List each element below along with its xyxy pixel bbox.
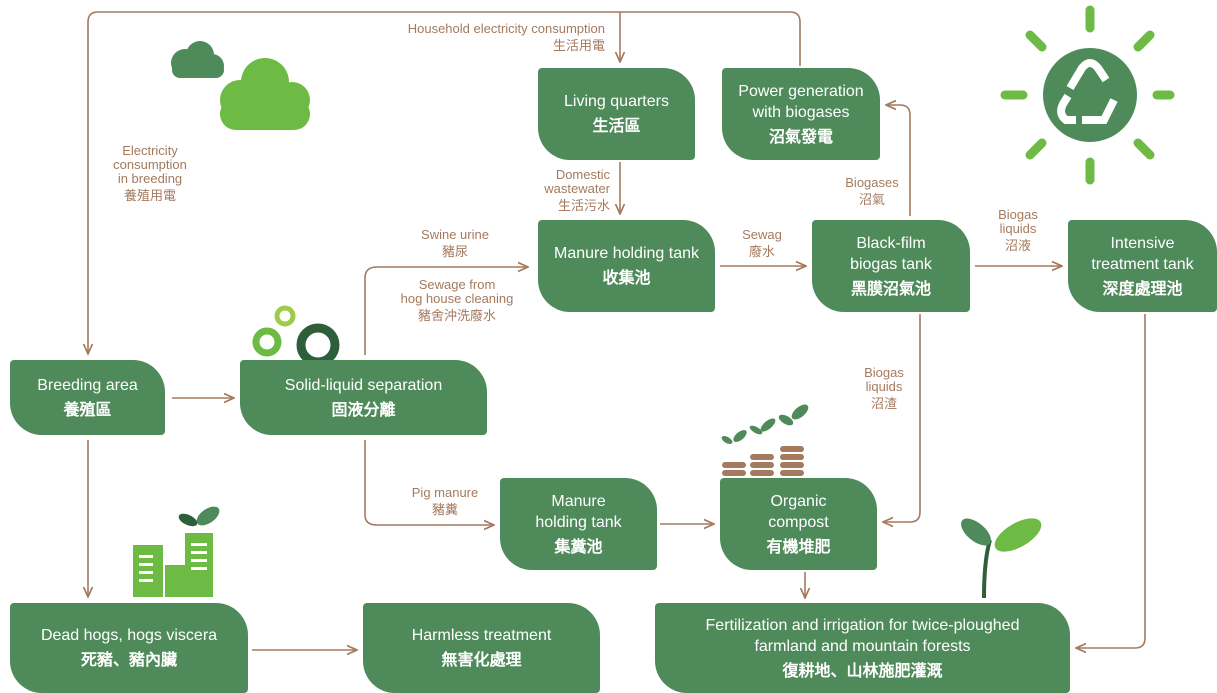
node: Solid-liquid separation 固液分離 — [240, 360, 487, 435]
node-label: Power generation — [738, 82, 864, 100]
arrow — [883, 314, 921, 522]
recycle-icon — [1000, 5, 1175, 185]
edge-label-zh: 豬尿 — [441, 244, 468, 259]
node: Living quarters 生活區 — [538, 68, 695, 160]
node-label: Breeding area — [37, 376, 138, 394]
node-label: holding tank — [535, 513, 622, 531]
edge-label-text: Sewage from — [418, 277, 496, 292]
node-label: Solid-liquid separation — [284, 376, 443, 394]
edge-label-text: Sewag — [742, 227, 782, 242]
building-icon — [133, 506, 220, 597]
edge-label: Household electricity consumption 生活用電 — [408, 22, 605, 53]
node: Fertilization and irrigation for twice-p… — [655, 603, 1070, 693]
edge-label: Biogas liquids 沼渣 — [864, 366, 904, 411]
node-label: compost — [768, 513, 829, 531]
edge-label-text: Swine urine — [421, 227, 489, 242]
node-label: Intensive — [1110, 234, 1175, 252]
edge-label-text: hog house cleaning — [400, 291, 514, 306]
node-label-zh: 黑膜沼氣池 — [850, 280, 931, 298]
node: Organic compost 有機堆肥 — [720, 478, 877, 570]
node: Power generation with biogases 沼氣發電 — [722, 68, 880, 160]
edge-label: Pig manure 豬糞 — [412, 486, 478, 517]
node-label-zh: 收集池 — [602, 270, 651, 287]
arrow — [1076, 314, 1146, 648]
node-label-zh: 集糞池 — [554, 538, 603, 556]
edge-label-zh: 養殖用電 — [123, 188, 176, 203]
edge-label-text: Household electricity consumption — [407, 21, 605, 36]
node-label-zh: 死豬、豬內臟 — [80, 652, 177, 669]
node-label-zh: 無害化處理 — [441, 652, 522, 669]
edge-label-text: liquids — [865, 379, 903, 394]
node: Intensive treatment tank 深度處理池 — [1068, 220, 1217, 312]
arrow — [364, 267, 528, 355]
edge-label-zh: 廢水 — [748, 244, 775, 259]
gear-icon — [252, 305, 340, 367]
plant-icon — [961, 518, 1042, 599]
node-label: farmland and mountain forests — [754, 637, 971, 655]
edge-label-text: in breeding — [117, 171, 183, 186]
edge-label-zh: 沼氣 — [858, 192, 886, 207]
edge-label-text: Biogas — [864, 365, 904, 380]
edge-label-text: Domestic — [555, 167, 610, 182]
edge-label: Electricity consumption in breeding 養殖用電 — [113, 144, 187, 203]
node: Breeding area 養殖區 — [10, 360, 165, 435]
edge-label-text: consumption — [113, 157, 187, 172]
node-label-zh: 深度處理池 — [1102, 280, 1183, 298]
node-label: Manure holding tank — [554, 245, 699, 262]
edge-label-text: Biogas — [998, 207, 1038, 222]
edge-label: Biogas liquids 沼液 — [998, 208, 1038, 253]
edge-label: Swine urine 豬尿 — [421, 228, 489, 259]
edge-label-text: Electricity — [122, 143, 178, 158]
node-label-zh: 沼氣發電 — [768, 128, 833, 146]
node-label: Manure — [551, 492, 606, 510]
node: Harmless treatment 無害化處理 — [363, 603, 600, 693]
node-label-zh: 生活區 — [592, 118, 641, 135]
edge-label: Sewage from hog house cleaning 豬舍沖洗廢水 — [401, 278, 514, 323]
cloud-icon — [171, 41, 224, 78]
edge-label-zh: 沼液 — [1004, 238, 1031, 253]
node-label: biogas tank — [850, 255, 932, 273]
node-label-zh: 有機堆肥 — [766, 538, 831, 556]
node-label-zh: 復耕地、山林施肥灌溉 — [782, 662, 943, 680]
edge-label-text: wastewater — [544, 181, 610, 196]
node-label: Organic — [770, 492, 827, 510]
edge-label: Sewag 廢水 — [742, 228, 782, 259]
arrow — [88, 11, 801, 354]
edge-label-text: Pig manure — [411, 485, 479, 500]
node-label-zh: 養殖區 — [63, 401, 112, 419]
cloud-icon — [220, 58, 310, 130]
edge-label: Biogases 沼氣 — [845, 176, 898, 207]
node-label: treatment tank — [1091, 255, 1194, 273]
edge-label-text: liquids — [999, 221, 1037, 236]
plant-icon — [721, 404, 809, 476]
node: Dead hogs, hogs viscera 死豬、豬內臟 — [10, 603, 248, 693]
node-label: Living quarters — [564, 93, 669, 110]
arrow — [886, 105, 911, 216]
edge-label-zh: 生活污水 — [557, 198, 610, 213]
edge-label-zh: 沼渣 — [870, 396, 897, 411]
arrow — [364, 440, 494, 525]
node-label: Fertilization and irrigation for twice-p… — [705, 616, 1020, 634]
edge-label: Domestic wastewater 生活污水 — [544, 168, 610, 213]
node: Black-film biogas tank 黑膜沼氣池 — [812, 220, 970, 312]
node-label: Dead hogs, hogs viscera — [40, 627, 218, 644]
node-label: Black-film — [856, 234, 926, 252]
node-label: with biogases — [752, 103, 850, 121]
edge-label-zh: 生活用電 — [552, 38, 605, 53]
node: Manure holding tank 集糞池 — [500, 478, 657, 570]
edge-label-zh: 豬糞 — [431, 502, 459, 517]
node-label-zh: 固液分離 — [331, 401, 396, 419]
edge-label-text: Biogases — [845, 175, 899, 190]
edge-label-zh: 豬舍沖洗廢水 — [417, 308, 497, 323]
node-label: Harmless treatment — [411, 627, 552, 644]
node: Manure holding tank 收集池 — [538, 220, 715, 312]
